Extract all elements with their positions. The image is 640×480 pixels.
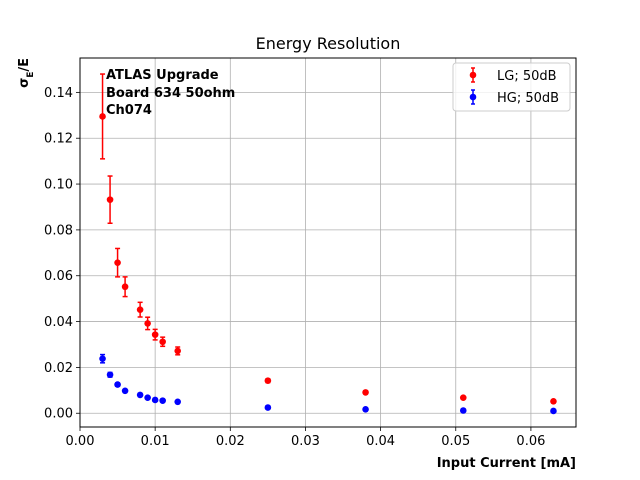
x-tick-label: 0.03	[291, 434, 320, 449]
y-tick-label: 0.00	[44, 407, 73, 422]
grid-layer	[79, 58, 576, 427]
y-axis-label: σE/E	[17, 58, 36, 88]
point-lg	[136, 306, 144, 313]
y-tick-label: 0.10	[44, 178, 73, 193]
y-tick-label: 0.04	[44, 315, 73, 330]
point-hg	[264, 404, 272, 411]
legend: LG; 50dB HG; 50dB	[452, 62, 571, 112]
point-lg	[550, 398, 557, 405]
series-lg	[99, 73, 557, 405]
point-lg	[114, 259, 121, 266]
legend-marker-hg	[469, 89, 477, 105]
legend-marker-lg	[469, 67, 477, 83]
y-tick-label: 0.06	[44, 269, 73, 284]
x-tick-label: 0.00	[66, 434, 95, 449]
x-tick-label: 0.02	[216, 434, 245, 449]
point-hg	[121, 387, 129, 395]
annotation-line-2: Board 634 50ohm	[106, 86, 235, 101]
point-hg	[99, 355, 106, 363]
y-tick-label: 0.14	[44, 86, 73, 101]
x-tick-label: 0.06	[516, 434, 545, 449]
annotation-box: ATLAS Upgrade Board 634 50ohm Ch074	[106, 68, 235, 118]
chart-title: Energy Resolution	[256, 34, 401, 53]
point-lg	[144, 320, 151, 327]
point-hg	[174, 398, 181, 406]
point-lg	[106, 196, 114, 203]
series-hg	[99, 353, 557, 415]
point-hg	[362, 406, 369, 413]
x-axis-label: Input Current [mA]	[437, 456, 576, 471]
point-hg	[159, 397, 166, 404]
data-layer	[99, 73, 557, 415]
y-tick-label: 0.08	[44, 223, 73, 238]
y-axis-label-subscript: E	[26, 72, 36, 78]
point-hg	[151, 396, 159, 404]
y-tick-label: 0.12	[44, 132, 73, 147]
point-hg	[106, 371, 114, 379]
point-hg	[144, 394, 151, 401]
point-lg	[151, 331, 159, 338]
legend-label-lg: LG; 50dB	[497, 69, 557, 84]
point-lg	[99, 113, 106, 120]
point-lg	[362, 389, 369, 396]
y-axis-label-suffix: /E	[17, 58, 32, 72]
tick-layer: 0.00 0.01 0.02 0.03 0.04 0.05 0.06 0.00 0.02 0.04…	[44, 86, 545, 449]
point-lg	[459, 394, 467, 401]
x-tick-label: 0.05	[441, 434, 470, 449]
point-lg	[174, 347, 181, 355]
point-lg	[264, 377, 272, 385]
x-tick-label: 0.04	[366, 434, 395, 449]
point-hg	[550, 407, 557, 415]
point-hg	[459, 407, 467, 414]
annotation-line-3: Ch074	[106, 103, 152, 118]
y-tick-label: 0.02	[44, 361, 73, 376]
point-lg	[159, 338, 166, 346]
legend-label-hg: HG; 50dB	[497, 91, 559, 106]
x-tick-label: 0.01	[141, 434, 170, 449]
point-hg	[114, 381, 121, 388]
point-lg	[121, 283, 129, 291]
annotation-line-1: ATLAS Upgrade	[106, 68, 219, 83]
point-hg	[136, 391, 144, 399]
legend-frame	[452, 62, 571, 112]
plot-frame	[79, 57, 577, 428]
y-axis-label-sigma: σ	[17, 78, 32, 88]
